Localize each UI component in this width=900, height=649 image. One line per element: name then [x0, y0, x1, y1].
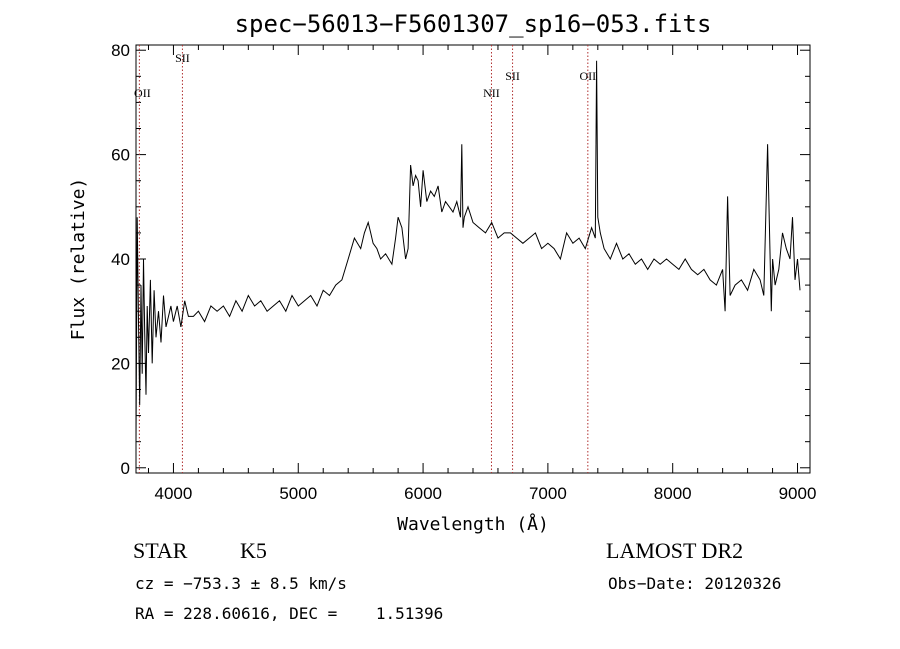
- y-axis-label: Flux (relative): [68, 178, 89, 341]
- plot-frame: [135, 44, 811, 474]
- survey-label: LAMOST DR2: [606, 538, 744, 563]
- x-tick-label: 4000: [155, 484, 193, 503]
- x-tick-label: 6000: [404, 484, 442, 503]
- emission-line-label: SII: [505, 69, 520, 83]
- y-tick-label: 80: [111, 41, 130, 60]
- chart-title: spec−56013−F5601307_sp16−053.fits: [235, 10, 712, 38]
- emission-line-label: NII: [483, 86, 500, 100]
- y-tick-label: 40: [111, 250, 130, 269]
- redshift-label: cz = −753.3 ± 8.5 km/s: [135, 574, 347, 593]
- emission-line-label: SII: [175, 51, 190, 65]
- x-tick-label: 7000: [529, 484, 567, 503]
- y-tick-label: 60: [111, 146, 130, 165]
- object-subclass: K5: [240, 538, 267, 563]
- coordinates-label: RA = 228.60616, DEC = 1.51396: [135, 604, 444, 623]
- x-tick-label: 8000: [654, 484, 692, 503]
- x-tick-label: 9000: [779, 484, 817, 503]
- spectrum-line: [135, 60, 801, 442]
- x-tick-label: 5000: [279, 484, 317, 503]
- y-tick-label: 20: [111, 354, 130, 373]
- emission-line-label: OII: [579, 69, 596, 83]
- x-axis-label: Wavelength (Å): [397, 513, 549, 535]
- y-tick-label: 0: [121, 459, 130, 478]
- emission-line-label: OII: [134, 86, 151, 100]
- obs-date-label: Obs−Date: 20120326: [608, 574, 782, 593]
- object-class: STAR: [133, 538, 188, 563]
